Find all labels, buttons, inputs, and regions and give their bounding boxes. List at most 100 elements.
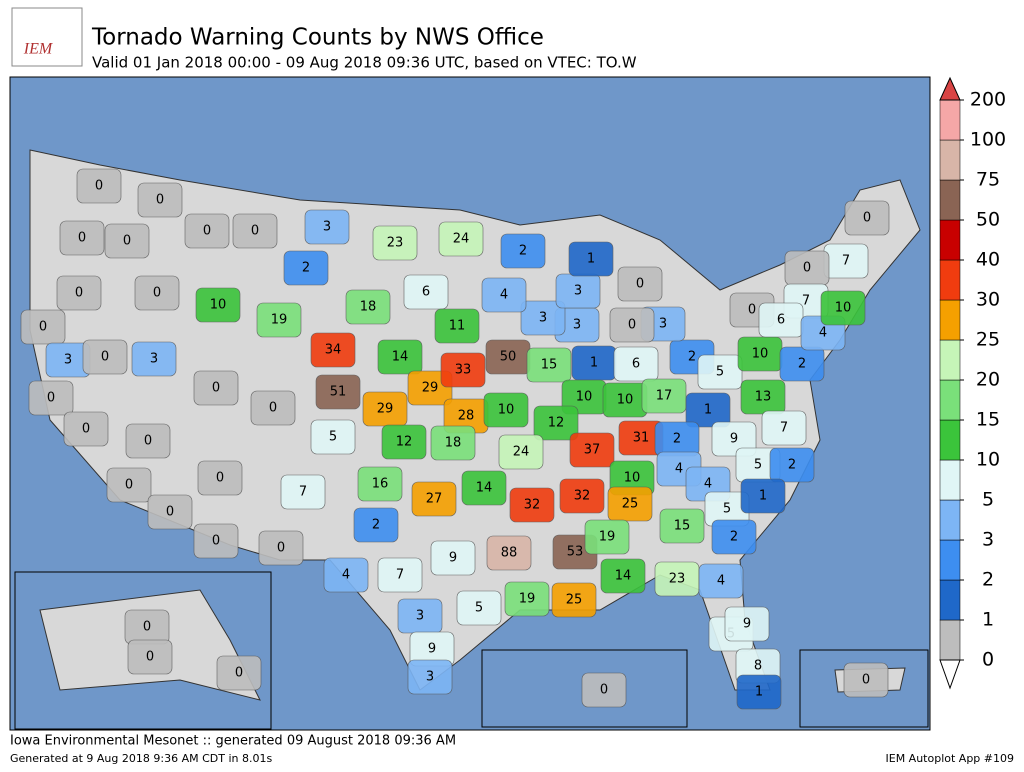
office-area bbox=[498, 434, 544, 470]
office-area bbox=[184, 213, 230, 249]
office-count: 2 bbox=[519, 244, 527, 259]
office-area bbox=[147, 494, 193, 530]
colorbar-segment bbox=[939, 259, 961, 301]
office-count: 28 bbox=[458, 409, 475, 424]
office-count: 10 bbox=[210, 298, 227, 313]
office-area bbox=[131, 341, 177, 377]
colorbar-tick-label: 100 bbox=[970, 129, 1006, 151]
colorbar-segment bbox=[939, 179, 961, 221]
office-area bbox=[736, 674, 782, 710]
office-area bbox=[127, 639, 173, 675]
office-count: 6 bbox=[777, 313, 785, 328]
office-count: 2 bbox=[673, 432, 681, 447]
office-area bbox=[430, 425, 476, 461]
office-count: 0 bbox=[251, 224, 259, 239]
office-count: 0 bbox=[212, 534, 220, 549]
office-area bbox=[59, 220, 105, 256]
office-area bbox=[377, 557, 423, 593]
office-count: 19 bbox=[519, 592, 536, 607]
office-count: 51 bbox=[330, 385, 347, 400]
office-count: 31 bbox=[633, 431, 650, 446]
office-area bbox=[20, 309, 66, 345]
colorbar-tick-label: 200 bbox=[970, 89, 1006, 111]
office-count: 29 bbox=[377, 402, 394, 417]
office-area bbox=[357, 466, 403, 502]
office-area bbox=[310, 419, 356, 455]
colorbar-under bbox=[939, 659, 961, 690]
office-count: 15 bbox=[674, 519, 691, 534]
logo: IEM bbox=[23, 41, 54, 58]
office-area bbox=[769, 447, 815, 483]
office-area bbox=[483, 392, 529, 428]
office-count: 5 bbox=[329, 430, 337, 445]
office-area bbox=[372, 225, 418, 261]
office-count: 0 bbox=[748, 303, 756, 318]
office-area bbox=[461, 470, 507, 506]
office-area bbox=[381, 424, 427, 460]
office-area bbox=[310, 332, 356, 368]
office-area bbox=[280, 474, 326, 510]
office-count: 6 bbox=[422, 285, 430, 300]
office-area bbox=[486, 535, 532, 571]
office-area bbox=[193, 523, 239, 559]
office-count: 14 bbox=[476, 481, 493, 496]
office-area bbox=[504, 581, 550, 617]
office-area bbox=[617, 266, 663, 302]
office-area bbox=[533, 405, 579, 441]
office-count: 0 bbox=[75, 286, 83, 301]
office-area bbox=[569, 432, 615, 468]
office-area bbox=[613, 346, 659, 382]
office-area bbox=[559, 478, 605, 514]
office-area bbox=[315, 374, 361, 410]
office-count: 8 bbox=[754, 659, 762, 674]
office-count: 18 bbox=[445, 436, 462, 451]
office-area bbox=[761, 410, 807, 446]
footer-app: IEM Autoplot App #109 bbox=[886, 752, 1015, 765]
office-count: 10 bbox=[835, 301, 852, 316]
office-count: 0 bbox=[146, 650, 154, 665]
office-count: 5 bbox=[754, 458, 762, 473]
office-count: 4 bbox=[500, 288, 508, 303]
office-count: 0 bbox=[636, 277, 644, 292]
office-area bbox=[607, 486, 653, 522]
office-count: 10 bbox=[576, 390, 593, 405]
office-count: 1 bbox=[704, 403, 712, 418]
office-area bbox=[659, 508, 705, 544]
colorbar-segment bbox=[939, 139, 961, 181]
logo-box bbox=[11, 7, 83, 67]
office-count: 0 bbox=[153, 286, 161, 301]
office-count: 9 bbox=[428, 642, 436, 657]
office-count: 0 bbox=[101, 350, 109, 365]
office-count: 1 bbox=[590, 356, 598, 371]
office-count: 25 bbox=[566, 593, 583, 608]
office-count: 10 bbox=[617, 393, 634, 408]
office-count: 3 bbox=[64, 353, 72, 368]
office-area bbox=[56, 275, 102, 311]
office-area bbox=[641, 378, 687, 414]
colorbar-tick-label: 75 bbox=[976, 169, 1000, 191]
office-area bbox=[600, 558, 646, 594]
subtitle: Valid 01 Jan 2018 00:00 - 09 Aug 2018 09… bbox=[92, 54, 637, 72]
office-count: 7 bbox=[396, 568, 404, 583]
office-count: 34 bbox=[325, 343, 342, 358]
office-area bbox=[197, 460, 243, 496]
office-area bbox=[481, 277, 527, 313]
office-count: 9 bbox=[743, 617, 751, 632]
office-area bbox=[407, 659, 453, 695]
office-area bbox=[724, 606, 770, 642]
office-count: 1 bbox=[759, 489, 767, 504]
office-count: 0 bbox=[600, 683, 608, 698]
office-area bbox=[125, 423, 171, 459]
office-count: 0 bbox=[277, 541, 285, 556]
office-count: 0 bbox=[212, 381, 220, 396]
office-area bbox=[456, 590, 502, 626]
colorbar-segment bbox=[939, 539, 961, 581]
colorbar-segment bbox=[939, 99, 961, 141]
office-count: 7 bbox=[802, 294, 810, 309]
office-count: 29 bbox=[422, 381, 439, 396]
colorbar-segment bbox=[939, 579, 961, 621]
office-count: 2 bbox=[688, 350, 696, 365]
office-count: 25 bbox=[622, 497, 639, 512]
office-area bbox=[216, 655, 262, 691]
office-area bbox=[403, 274, 449, 310]
